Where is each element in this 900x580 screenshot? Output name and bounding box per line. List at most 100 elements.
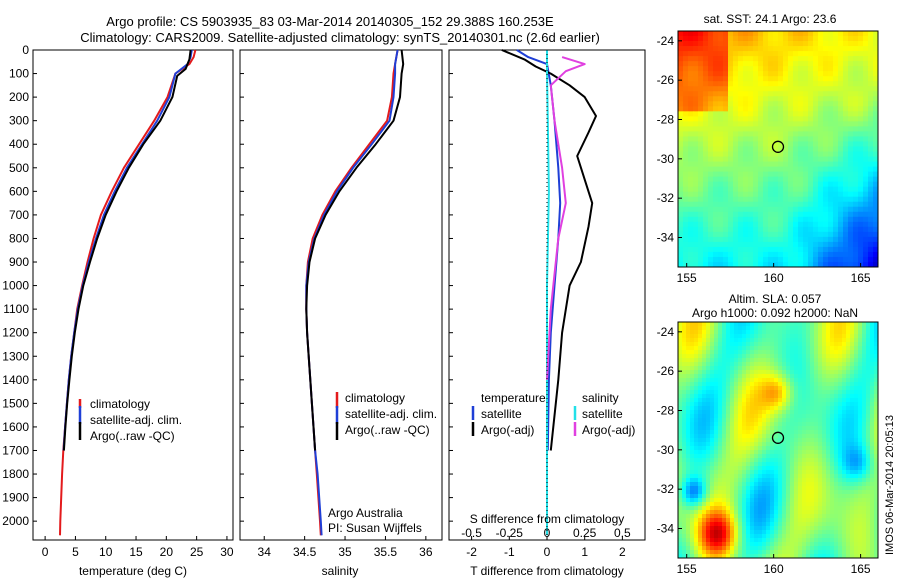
heatmap-cell xyxy=(698,402,703,407)
heatmap-cell xyxy=(734,518,739,523)
heatmap-cell xyxy=(758,171,764,178)
heatmap-cell xyxy=(728,106,734,112)
heatmap-cell xyxy=(834,522,839,527)
heatmap-cell xyxy=(763,226,769,233)
heatmap-cell xyxy=(830,462,835,467)
heatmap-cell xyxy=(743,231,749,238)
heatmap-cell xyxy=(834,422,839,427)
heatmap-cell xyxy=(750,466,755,471)
heatmap-cell xyxy=(768,191,774,198)
heatmap-cell xyxy=(714,466,719,471)
heatmap-cell xyxy=(826,470,831,475)
heatmap-cell xyxy=(766,390,771,395)
heatmap-cell xyxy=(798,338,803,343)
y-tick-label: 1000 xyxy=(2,279,29,293)
heatmap-cell xyxy=(753,31,759,37)
heatmap-cell xyxy=(866,378,871,383)
heatmap-cell xyxy=(753,186,759,193)
heatmap-cell xyxy=(866,506,871,511)
heatmap-cell xyxy=(768,261,774,268)
heatmap-cell xyxy=(678,231,684,238)
heatmap-cell xyxy=(708,76,714,82)
heatmap-cell xyxy=(734,382,739,387)
heatmap-cell xyxy=(838,106,844,112)
heatmap-cell xyxy=(774,458,779,463)
heatmap-cell xyxy=(830,382,835,387)
heatmap-cell xyxy=(790,466,795,471)
heatmap-cell xyxy=(728,141,734,147)
heatmap-cell xyxy=(830,446,835,451)
heatmap-cell xyxy=(770,330,775,335)
heatmap-cell xyxy=(733,166,739,172)
heatmap-cell xyxy=(722,438,727,443)
heatmap-cell xyxy=(868,71,874,77)
heatmap-cell xyxy=(734,506,739,511)
heatmap-cell xyxy=(682,338,687,343)
heatmap-cell xyxy=(694,354,699,359)
heatmap-cell xyxy=(862,550,867,555)
heatmap-cell xyxy=(803,41,809,47)
heatmap-cell xyxy=(808,166,814,172)
heatmap-cell xyxy=(782,514,787,519)
heatmap-cell xyxy=(733,121,739,127)
heatmap-cell xyxy=(814,458,819,463)
heatmap-cell xyxy=(830,486,835,491)
heatmap-cell xyxy=(790,514,795,519)
heatmap-cell xyxy=(858,161,864,167)
heatmap-cell xyxy=(830,410,835,415)
heatmap-cell xyxy=(814,382,819,387)
heatmap-cell xyxy=(698,426,703,431)
heatmap-cell xyxy=(854,438,859,443)
heatmap-cell xyxy=(770,322,775,327)
heatmap-cell xyxy=(850,514,855,519)
heatmap-cell xyxy=(738,346,743,351)
heatmap-cell xyxy=(766,330,771,335)
heatmap-cell xyxy=(803,51,809,57)
heatmap-cell xyxy=(746,522,751,527)
heatmap-cell xyxy=(834,482,839,487)
heatmap-cell xyxy=(734,546,739,551)
heatmap-cell xyxy=(698,136,704,142)
heatmap-cell xyxy=(788,231,794,238)
y-tick-label: 1300 xyxy=(2,349,29,363)
heatmap-cell xyxy=(782,430,787,435)
heatmap-cell xyxy=(678,470,683,475)
heatmap-cell xyxy=(866,346,871,351)
heatmap-cell xyxy=(770,550,775,555)
heatmap-cell xyxy=(734,426,739,431)
heatmap-cell xyxy=(826,430,831,435)
heatmap-cell xyxy=(822,410,827,415)
heatmap-cell xyxy=(703,196,709,203)
heatmap-cell xyxy=(854,522,859,527)
heatmap-cell xyxy=(793,51,799,57)
heatmap-cell xyxy=(828,236,834,243)
heatmap-cell xyxy=(828,256,834,263)
heatmap-cell xyxy=(873,186,879,193)
heatmap-cell xyxy=(842,426,847,431)
heatmap-cell xyxy=(838,378,843,383)
heatmap-cell xyxy=(694,442,699,447)
heatmap-cell xyxy=(694,326,699,331)
heatmap-cell xyxy=(822,478,827,483)
heatmap-cell xyxy=(694,550,699,555)
heatmap-cell xyxy=(773,96,779,102)
heatmap-cell xyxy=(706,482,711,487)
heatmap-cell xyxy=(730,390,735,395)
heatmap-cell xyxy=(728,181,734,188)
heatmap-cell xyxy=(870,426,875,431)
heatmap-cell xyxy=(722,402,727,407)
heatmap-cell xyxy=(693,101,699,107)
heatmap-cell xyxy=(733,96,739,102)
heatmap-cell xyxy=(773,186,779,193)
heatmap-cell xyxy=(678,350,683,355)
heatmap-cell xyxy=(758,322,763,327)
heatmap-cell xyxy=(688,71,694,77)
heatmap-cell xyxy=(688,131,694,137)
heatmap-cell xyxy=(698,370,703,375)
heatmap-cell xyxy=(823,201,829,208)
heatmap-cell xyxy=(813,91,819,97)
heatmap-cell xyxy=(850,362,855,367)
heatmap-cell xyxy=(738,151,744,157)
heatmap-cell xyxy=(693,81,699,87)
heatmap-cell xyxy=(862,394,867,399)
